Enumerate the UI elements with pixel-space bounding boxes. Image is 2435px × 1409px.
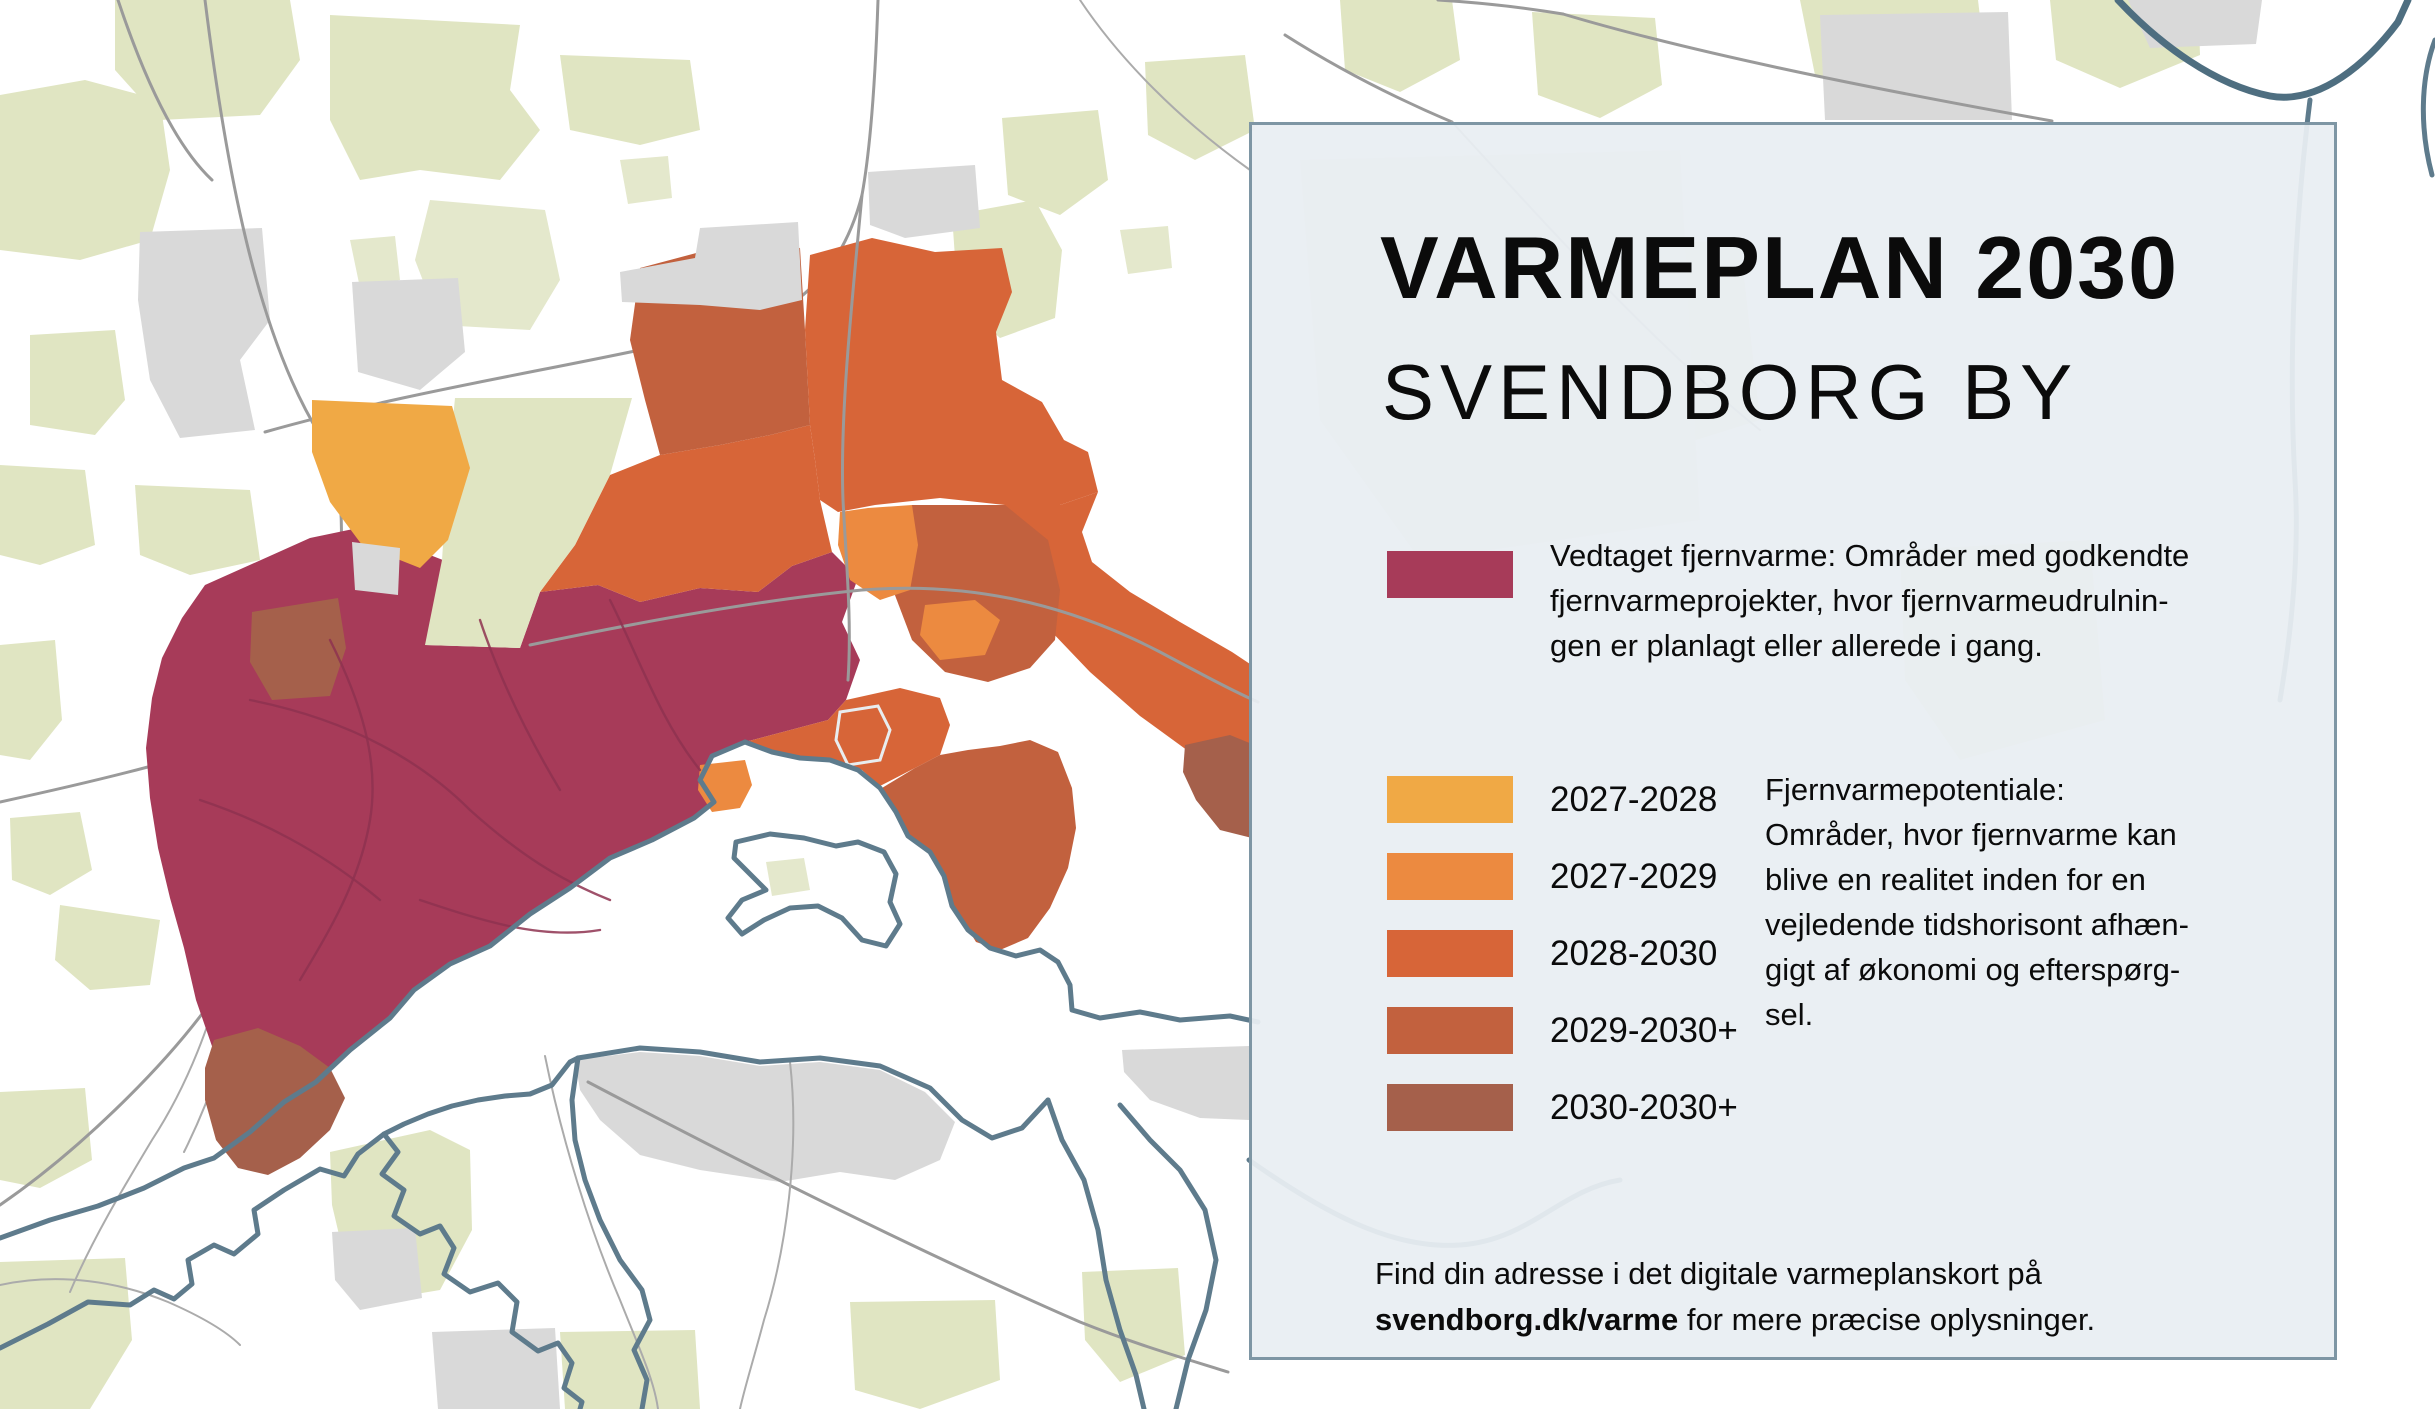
footer-link: svendborg.dk/varme [1375,1302,1679,1337]
footer-line1: Find din adresse i det digitale varmepla… [1375,1256,2042,1291]
map-zone-2030-east [1183,735,1252,838]
panel-footer: Find din adresse i det digitale varmepla… [1375,1251,2095,1343]
legend-label-2027-2028: 2027-2028 [1550,780,1718,819]
map-zone-2029-2030-coast [882,740,1076,950]
footer-line2: svendborg.dk/varme for mere præcise oply… [1375,1297,2095,1343]
legend-label-2028-2030: 2028-2030 [1550,934,1718,973]
legend-swatch-2030-2030plus [1387,1084,1513,1131]
map-zone-project-area [834,704,892,767]
map-zone-2028-2030-band [540,425,832,602]
legend-swatch-vedtaget [1387,551,1513,598]
map-heat-zones [146,238,1252,1175]
map-zone-2027-2029-a [838,505,918,600]
legend-note-fjernvarmepotentiale: Fjernvarmepotentiale: Områder, hvor fjern… [1765,772,2189,1032]
legend-panel: VARMEPLAN 2030 SVENDBORG BY Vedtaget fje… [1249,122,2337,1360]
legend-text-vedtaget: Vedtaget fjernvarme: Områder med godkend… [1550,538,2190,663]
footer-line2-rest: for mere præcise oplysninger. [1678,1302,2096,1337]
map-field-hole [425,398,632,648]
map-zone-2028-2030-northeast [805,238,1098,512]
map-urban-overlays [352,165,980,595]
map-islet [725,831,903,949]
panel-subtitle: SVENDBORG BY [1382,348,2079,436]
legend-label-2029-2030plus: 2029-2030+ [1550,1011,1738,1050]
legend-label-2027-2029: 2027-2029 [1550,857,1718,896]
legend-label-2030-2030plus: 2030-2030+ [1550,1088,1738,1127]
map-roads-over [198,193,1260,982]
map-zone-2027-2028 [312,400,470,568]
map-zone-2027-2029-c [920,600,1000,660]
legend-swatch-2029-2030plus [1387,1007,1513,1054]
legend-swatch-2027-2029 [1387,853,1513,900]
legend-swatch-2027-2028 [1387,776,1513,823]
panel-title: VARMEPLAN 2030 [1380,218,2180,317]
map-zone-2030-west-wedge [250,598,346,700]
legend-swatch-2028-2030 [1387,930,1513,977]
